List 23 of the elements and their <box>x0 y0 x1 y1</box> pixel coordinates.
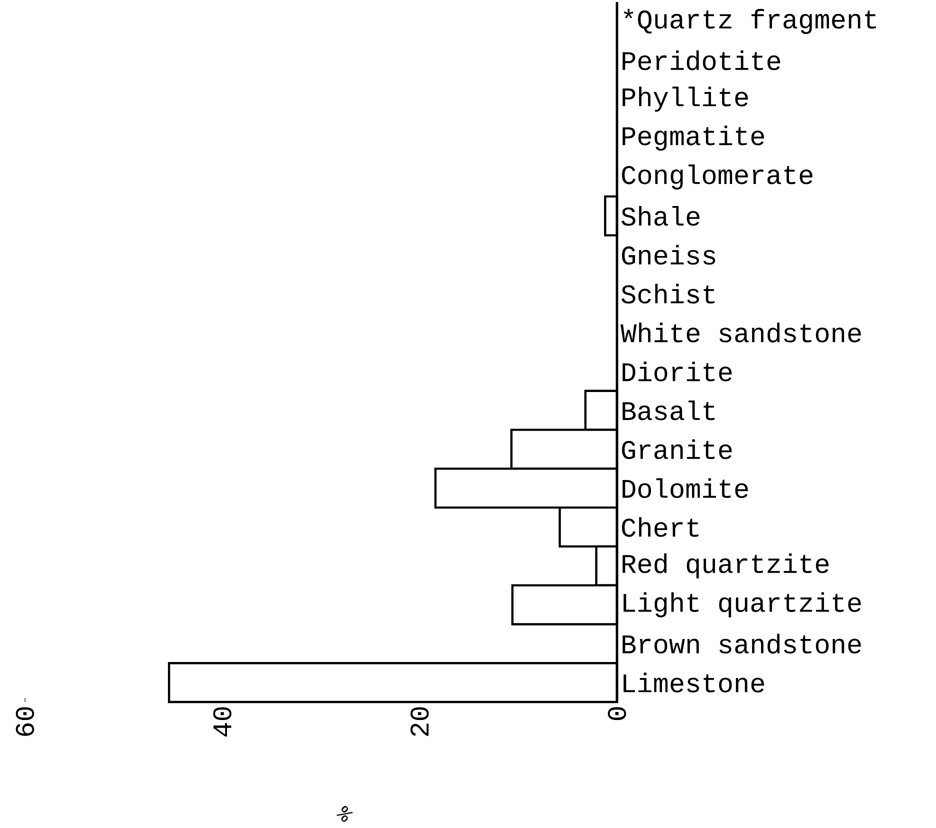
y-tick-label: Brown sandstone <box>622 634 861 654</box>
x-tick-label: 40 <box>213 707 232 736</box>
y-tick-label: Dolomite <box>622 478 748 498</box>
y-tick-label: Phyllite <box>622 86 748 112</box>
y-tick-label: Basalt <box>622 400 715 420</box>
x-tick-label: 60 <box>16 707 34 736</box>
x-axis-title: % <box>336 806 354 822</box>
y-tick-label: Diorite <box>622 362 732 382</box>
y-tick-label: Shale <box>622 206 700 226</box>
y-tick-label: Conglomerate <box>622 164 812 190</box>
y-tick-label: Pegmatite <box>622 126 764 151</box>
x-tick-label: 0 <box>608 707 626 720</box>
y-tick-label: Chert <box>622 517 698 537</box>
y-tick-label: White sandstone <box>620 322 861 342</box>
y-tick-label: Limestone <box>624 672 764 692</box>
y-tick-label: Red quartzite <box>622 553 829 578</box>
y-tick-label: *Quartz fragment <box>624 8 876 34</box>
y-tick-label: Granite <box>622 439 732 460</box>
y-tick-label: Light quartzite <box>624 592 861 618</box>
y-tick-label: Schist <box>622 284 715 304</box>
x-tick-label: 20 <box>410 707 429 736</box>
y-tick-label: Peridotite <box>622 50 780 70</box>
y-tick-label: Gneiss <box>622 244 716 265</box>
